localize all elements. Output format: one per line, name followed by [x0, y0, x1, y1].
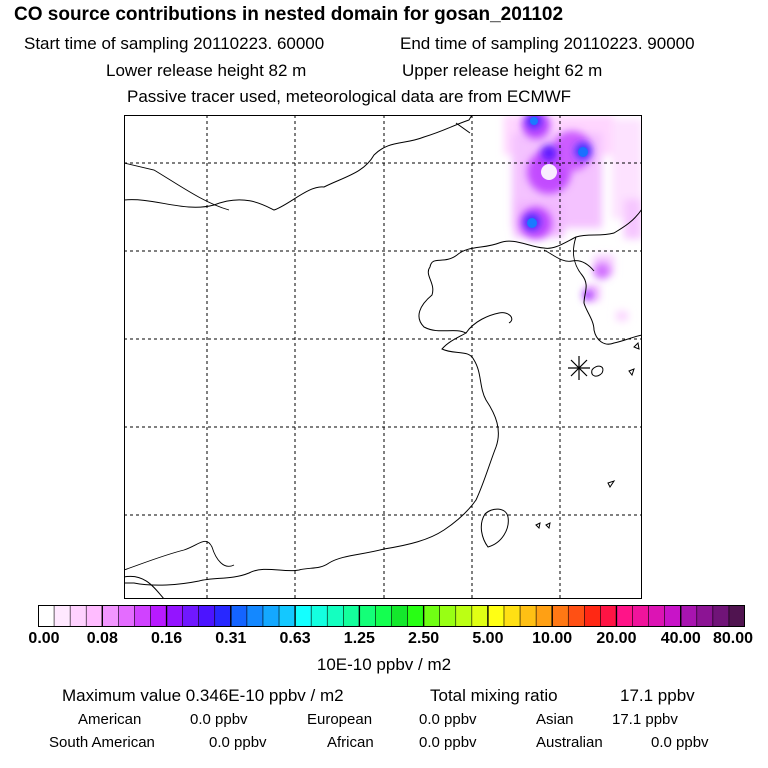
colorbar-cell [616, 605, 634, 627]
african-value: 0.0 ppbv [419, 734, 477, 751]
colorbar-tick-label: 0.63 [279, 630, 311, 647]
colorbar-cell [664, 605, 682, 627]
colorbar-cell [551, 605, 569, 627]
colorbar-tick-label: 0.31 [215, 630, 247, 647]
colorbar-cell [342, 605, 360, 627]
colorbar-cell [69, 605, 87, 627]
colorbar-cell [53, 605, 71, 627]
colorbar-cell [262, 605, 280, 627]
colorbar-tick-label: 5.00 [472, 630, 504, 647]
max-value: Maximum value 0.346E-10 ppbv / m2 [62, 686, 344, 705]
african-label: African [327, 734, 374, 751]
colorbar-tick-label: 0.16 [150, 630, 183, 647]
colorbar-cell [150, 605, 168, 627]
upper-release-height: Upper release height 62 m [402, 61, 603, 80]
end-time: End time of sampling 20110223. 90000 [400, 34, 695, 53]
colorbar-cell [439, 605, 457, 627]
colorbar-cell [407, 605, 425, 627]
coastlines [124, 115, 642, 599]
colorbar-cell [375, 605, 393, 627]
colorbar-cell [278, 605, 296, 627]
start-time: Start time of sampling 20110223. 60000 [24, 34, 325, 53]
european-label: European [307, 711, 373, 728]
tracer-note: Passive tracer used, meteorological data… [127, 87, 572, 106]
european-value: 0.0 ppbv [419, 711, 477, 728]
lat-lon-grid [124, 115, 642, 599]
asian-label: Asian [536, 711, 574, 728]
colorbar-cell [455, 605, 473, 627]
colorbar-cell [423, 605, 441, 627]
colorbar-cell [230, 605, 248, 627]
colorbar-cell [326, 605, 344, 627]
colorbar-cell [359, 605, 377, 627]
colorbar-tick-label: 0.08 [86, 630, 118, 647]
colorbar-unit: 10E-10 ppbv / m2 [316, 655, 452, 674]
political-borders [124, 162, 595, 571]
colorbar-cell [567, 605, 585, 627]
colorbar-cell [696, 605, 714, 627]
colorbar-cell [519, 605, 537, 627]
colorbar-cell [214, 605, 232, 627]
american-value: 0.0 ppbv [190, 711, 248, 728]
colorbar-cell [535, 605, 553, 627]
asian-value: 17.1 ppbv [612, 711, 678, 728]
colorbar-cell [600, 605, 618, 627]
colorbar-tick-label: 0.00 [28, 630, 60, 647]
colorbar-tick-label: 10.00 [532, 630, 573, 647]
colorbar-cell [166, 605, 184, 627]
colorbar-cell [648, 605, 666, 627]
plot-title: CO source contributions in nested domain… [14, 4, 564, 25]
australian-value: 0.0 ppbv [651, 734, 709, 751]
lower-release-height: Lower release height 82 m [106, 61, 307, 80]
colorbar-tick-label: 80.00 [712, 630, 754, 647]
australian-label: Australian [536, 734, 603, 751]
map-frame [124, 115, 642, 599]
colorbar-cell [198, 605, 216, 627]
colorbar-cell [503, 605, 521, 627]
colorbar-cell [728, 605, 745, 627]
south-american-label: South American [49, 734, 155, 751]
colorbar-cell [584, 605, 601, 627]
colorbar-cell [310, 605, 328, 627]
colorbar-cell [632, 605, 650, 627]
colorbar-cell [85, 605, 103, 627]
colorbar [38, 605, 745, 627]
colorbar-cell [101, 605, 119, 627]
colorbar-cell [134, 605, 152, 627]
colorbar-cell [38, 605, 55, 627]
colorbar-tick-label: 20.00 [596, 630, 637, 647]
colorbar-cell [471, 605, 489, 627]
colorbar-cell [246, 605, 264, 627]
south-american-value: 0.0 ppbv [209, 734, 267, 751]
colorbar-tick-label: 40.00 [660, 630, 701, 647]
map-panel [124, 115, 642, 599]
colorbar-cell [712, 605, 730, 627]
colorbar-cell [391, 605, 409, 627]
receptor-star-icon [568, 356, 590, 380]
colorbar-cell [182, 605, 200, 627]
colorbar-tick-label: 2.50 [408, 630, 440, 647]
total-mixing-label: Total mixing ratio [430, 686, 558, 705]
colorbar-cell [680, 605, 698, 627]
total-mixing-value: 17.1 ppbv [620, 686, 695, 705]
colorbar-cell [118, 605, 136, 627]
colorbar-cell [487, 605, 505, 627]
colorbar-cell [294, 605, 312, 627]
american-label: American [78, 711, 142, 728]
colorbar-tick-label: 1.25 [343, 630, 375, 647]
